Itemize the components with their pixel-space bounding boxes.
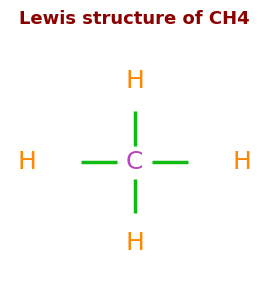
Text: H: H xyxy=(17,150,36,174)
Text: C: C xyxy=(126,150,143,174)
Text: H: H xyxy=(125,231,144,255)
Text: H: H xyxy=(125,69,144,93)
Text: H: H xyxy=(233,150,252,174)
Text: Lewis structure of CH4: Lewis structure of CH4 xyxy=(19,11,250,28)
